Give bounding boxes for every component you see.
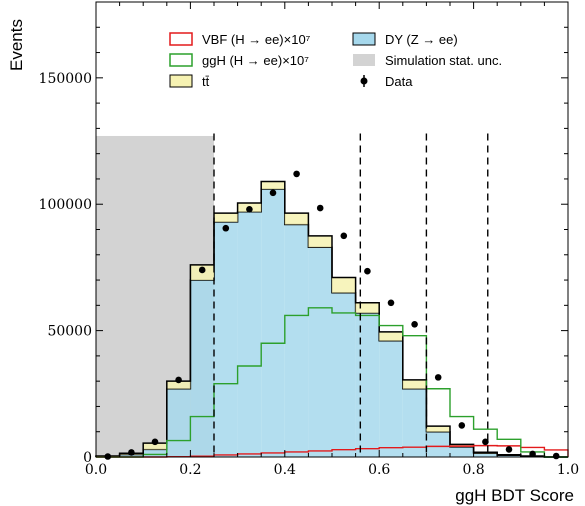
tt-bar [379,331,403,341]
dy-bar [190,280,214,457]
tt-bar [166,381,191,389]
legend-data-marker [360,75,368,87]
legend-dy-label: DY (Z → ee) [385,32,458,47]
tt-bar [332,277,356,293]
dy-bar [497,455,521,457]
data-point [340,232,348,240]
legend-vbf-label: VBF (H → ee)×10⁷ [202,32,311,47]
tt-bar [143,443,167,450]
dy-bar [166,388,191,457]
legend-ggh-swatch [169,53,193,67]
data-point [293,170,300,178]
vbf-line [96,444,569,458]
dy-bar [308,247,332,457]
legend-vbf-swatch [169,32,193,46]
tt-bar [355,302,380,313]
x-tick-label: 1.0 [557,462,579,478]
dy-bar [332,292,356,457]
data-point [269,189,277,197]
dy-bar [473,453,498,457]
dy-bar [355,312,380,457]
tt-bar [308,235,332,248]
stack-tt [95,180,568,458]
data-point [411,320,418,328]
legend-unc-label: Simulation stat. unc. [385,53,502,68]
data-point [434,374,442,381]
data-point [316,204,324,212]
dy-bar [143,449,167,457]
signal-lines [96,307,569,458]
data-point [128,449,135,456]
data-point [104,453,112,460]
axes: 0.0 0.2 0.4 0.6 0.8 1.0 0 50000 100000 150000 [39,1,579,478]
dy-bar [379,340,403,457]
data-point [222,224,230,232]
x-tick-label: 0.4 [274,462,296,478]
dy-bar [284,224,309,457]
legend: VBF (H → ee)×10⁷ ggH (H → ee)×10⁷ tt̄ DY… [169,32,502,89]
y-tick-label: 50000 [47,324,92,340]
dy-bar [261,189,285,458]
tt-bar [261,181,285,190]
tt-bar [402,379,427,389]
y-tick-label: 0 [83,450,92,466]
data-point [529,450,536,458]
tt-bar [426,426,450,432]
x-axis-title: ggH BDT Score [455,486,574,505]
stack-outline [95,180,568,458]
ggh-line [96,307,568,458]
dy-bar [426,431,450,457]
data-point [552,452,560,460]
y-tick-label: 150000 [39,71,92,87]
data-point [387,299,395,307]
data-point [364,267,371,275]
data-point [198,266,206,274]
data-point [151,438,159,446]
data-points [104,170,560,460]
y-tick-label: 100000 [39,197,92,213]
data-point [246,205,253,213]
legend-unc-swatch [353,54,375,66]
dy-bar [214,221,238,457]
x-tick-label: 0.8 [462,462,484,478]
category-boundaries [213,133,489,457]
dy-bar [237,211,262,457]
tt-bar [214,213,238,222]
data-point [505,446,513,453]
legend-dy-swatch [352,32,376,46]
tt-bar [284,213,309,225]
data-point [458,422,466,429]
dy-bar [402,388,427,457]
legend-tt-label: tt̄ [202,74,210,89]
data-point [482,438,489,446]
x-tick-label: 0.2 [179,462,201,478]
data-point [175,376,182,384]
y-axis-title: Events [7,19,26,71]
x-tick-label: 0.6 [368,462,390,478]
legend-ggh-label: ggH (H → ee)×10⁷ [202,53,309,68]
legend-tt-swatch [169,74,193,88]
legend-data-label: Data [385,74,413,89]
x-tick-label: 0.0 [85,462,107,478]
dy-bar [450,446,474,457]
